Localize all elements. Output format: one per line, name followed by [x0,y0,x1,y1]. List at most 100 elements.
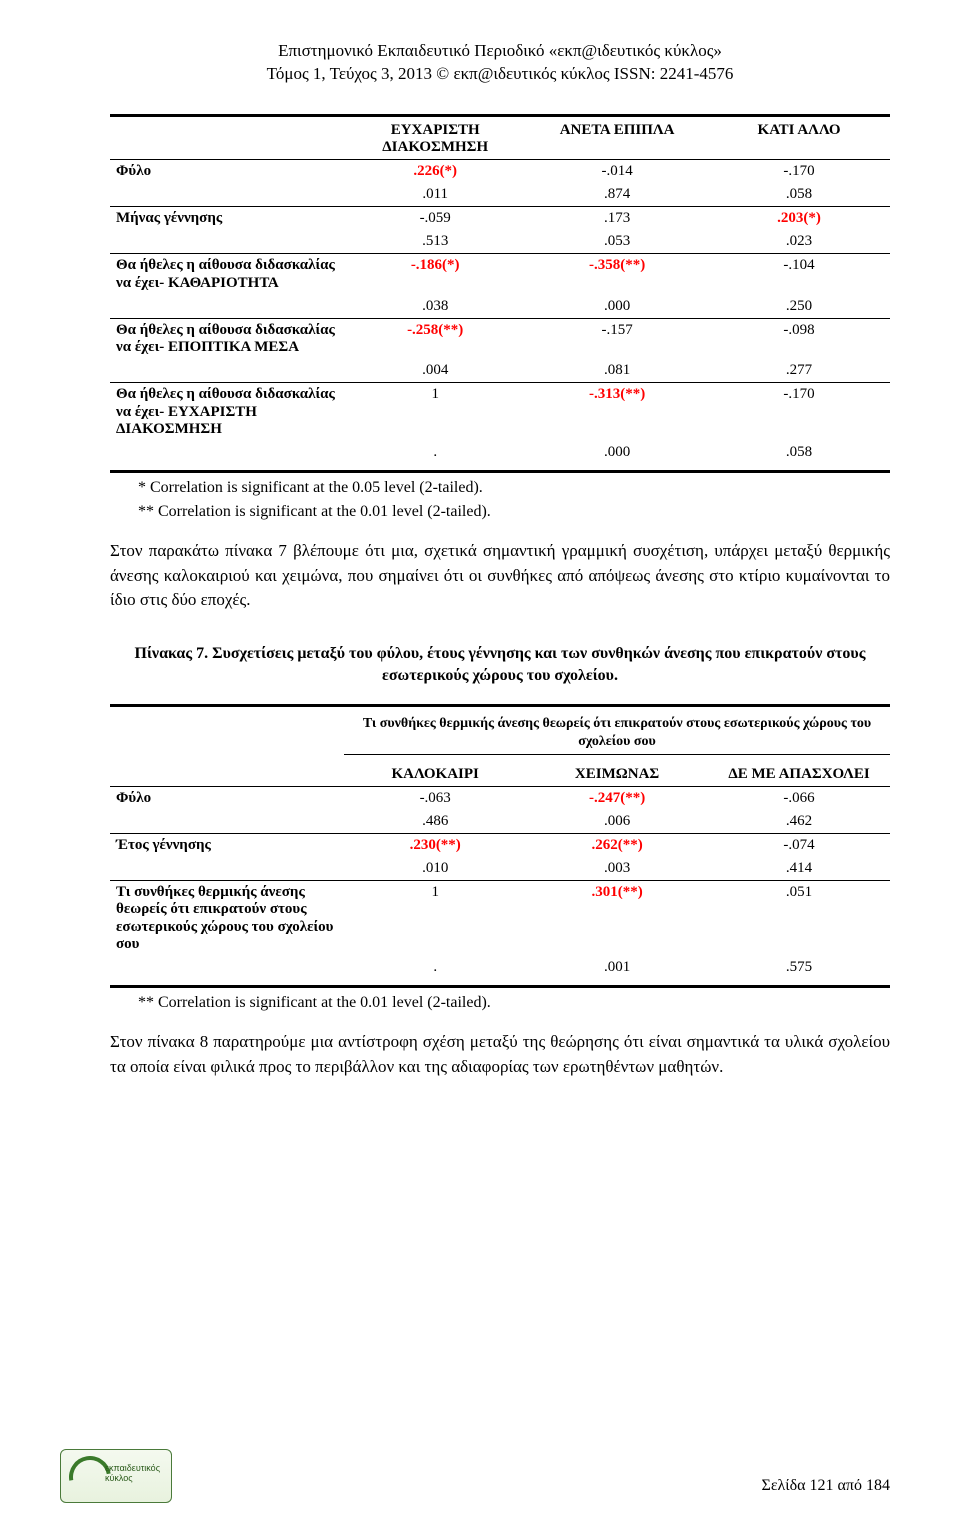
cell-value: .250 [708,295,890,319]
table-row: .010 .003 .414 [110,857,890,881]
cell-value: .004 [344,359,526,383]
table2-col3-header: ΔΕ ΜΕ ΑΠΑΣΧΟΛΕΙ [708,763,890,787]
cell-value: .414 [708,857,890,881]
row-label [110,359,344,383]
cell-value: -.258(**) [344,318,526,359]
cell-value: -.059 [344,207,526,231]
table2-top-rule [110,704,890,707]
page: Επιστημονικό Εκπαιδευτικό Περιοδικό «εκπ… [0,0,960,1525]
cell-value: .023 [708,230,890,254]
cell-value: .010 [344,857,526,881]
cell-value: .006 [526,810,708,834]
correlation-table-2: ΚΑΛΟΚΑΙΡΙ ΧΕΙΜΩΝΑΣ ΔΕ ΜΕ ΑΠΑΣΧΟΛΕΙ Φύλο … [110,763,890,980]
subcaption-rule [344,754,890,755]
page-number: Σελίδα 121 από 184 [762,1477,890,1495]
row-label: Φύλο [110,159,344,183]
cell-value: .462 [708,810,890,834]
row-label [110,956,344,979]
table2-header-row: ΚΑΛΟΚΑΙΡΙ ΧΕΙΜΩΝΑΣ ΔΕ ΜΕ ΑΠΑΣΧΟΛΕΙ [110,763,890,787]
cell-value: .226(*) [344,159,526,183]
cell-value: -.186(*) [344,254,526,295]
table-row: .486 .006 .462 [110,810,890,834]
logo-text-line1: εκπαιδευτικός [105,1463,160,1473]
table-row: Θα ήθελες η αίθουσα διδασκαλίας να έχει-… [110,254,890,295]
cell-value: 1 [344,881,526,957]
row-label: Τι συνθήκες θερμικής άνεσης θεωρείς ότι … [110,881,344,957]
cell-value: .053 [526,230,708,254]
cell-value: -.063 [344,786,526,810]
table1-bottom-rule [110,470,890,473]
table2-caption: Πίνακας 7. Συσχετίσεις μεταξύ του φύλου,… [110,643,890,686]
table-row: Φύλο -.063 -.247(**) -.066 [110,786,890,810]
cell-value: -.170 [708,159,890,183]
row-label: Μήνας γέννησης [110,207,344,231]
subcaption-text: Τι συνθήκες θερμικής άνεσης θεωρείς ότι … [363,716,871,749]
row-label [110,810,344,834]
cell-value: .001 [526,956,708,979]
row-label: Θα ήθελες η αίθουσα διδασκαλίας να έχει-… [110,318,344,359]
row-label [110,230,344,254]
cell-value: .051 [708,881,890,957]
cell-value: .038 [344,295,526,319]
table1-col1-header: ΕΥΧΑΡΙΣΤΗ ΔΙΑΚΟΣΜΗΣΗ [344,119,526,160]
journal-logo: εκπαιδευτικός κύκλος [60,1449,172,1503]
cell-value: -.014 [526,159,708,183]
footnote-sig-01: ** Correlation is significant at the 0.0… [138,503,890,521]
table-row: .011 .874 .058 [110,183,890,207]
row-label: Θα ήθελες η αίθουσα διδασκαλίας να έχει-… [110,383,344,441]
row-label [110,441,344,464]
table-row: . .001 .575 [110,956,890,979]
table2-col1-header: ΚΑΛΟΚΑΙΡΙ [344,763,526,787]
footnote-sig-01-b: ** Correlation is significant at the 0.0… [138,994,890,1012]
logo-text: εκπαιδευτικός κύκλος [105,1464,160,1484]
cell-value: . [344,441,526,464]
cell-value: .575 [708,956,890,979]
table2-subcaption: Τι συνθήκες θερμικής άνεσης θεωρείς ότι … [110,715,890,754]
table1-header-row: ΕΥΧΑΡΙΣΤΗ ΔΙΑΚΟΣΜΗΣΗ ΑΝΕΤΑ ΕΠΙΠΛΑ ΚΑΤΙ Α… [110,119,890,160]
table-row: Μήνας γέννησης -.059 .173 .203(*) [110,207,890,231]
table2-col2-header: ΧΕΙΜΩΝΑΣ [526,763,708,787]
table-row: Έτος γέννησης .230(**) .262(**) -.074 [110,833,890,857]
cell-value: .513 [344,230,526,254]
table2-empty-corner [110,763,344,787]
cell-value: . [344,956,526,979]
journal-header: Επιστημονικό Εκπαιδευτικό Περιοδικό «εκπ… [110,40,890,86]
table-row: .038 .000 .250 [110,295,890,319]
cell-value: 1 [344,383,526,441]
paragraph-1: Στον παρακάτω πίνακα 7 βλέπουμε ότι μια,… [110,539,890,613]
table-row: Τι συνθήκες θερμικής άνεσης θεωρείς ότι … [110,881,890,957]
cell-value: .262(**) [526,833,708,857]
correlation-table-1: ΕΥΧΑΡΙΣΤΗ ΔΙΑΚΟΣΜΗΣΗ ΑΝΕΤΑ ΕΠΙΠΛΑ ΚΑΤΙ Α… [110,119,890,464]
cell-value: .000 [526,295,708,319]
cell-value: -.313(**) [526,383,708,441]
cell-value: .874 [526,183,708,207]
cell-value: .011 [344,183,526,207]
cell-value: -.157 [526,318,708,359]
table-row: .004 .081 .277 [110,359,890,383]
table-row: Φύλο .226(*) -.014 -.170 [110,159,890,183]
paragraph-2: Στον πίνακα 8 παρατηρούμε μια αντίστροφη… [110,1030,890,1079]
table2-bottom-rule [110,985,890,988]
row-label [110,295,344,319]
cell-value: -.358(**) [526,254,708,295]
table-row: Θα ήθελες η αίθουσα διδασκαλίας να έχει-… [110,318,890,359]
row-label [110,857,344,881]
table1-col2-header: ΑΝΕΤΑ ΕΠΙΠΛΑ [526,119,708,160]
cell-value: -.074 [708,833,890,857]
table1-col3-header: ΚΑΤΙ ΑΛΛΟ [708,119,890,160]
row-label: Φύλο [110,786,344,810]
cell-value: -.104 [708,254,890,295]
cell-value: -.066 [708,786,890,810]
cell-value: .203(*) [708,207,890,231]
cell-value: .230(**) [344,833,526,857]
header-line-1: Επιστημονικό Εκπαιδευτικό Περιοδικό «εκπ… [110,40,890,63]
row-label [110,183,344,207]
table-row: Θα ήθελες η αίθουσα διδασκαλίας να έχει-… [110,383,890,441]
table1-top-rule [110,114,890,117]
cell-value: .000 [526,441,708,464]
table-row: .513 .053 .023 [110,230,890,254]
cell-value: -.247(**) [526,786,708,810]
header-line-2: Τόμος 1, Τεύχος 3, 2013 © εκπ@ιδευτικός … [110,63,890,86]
table-row: . .000 .058 [110,441,890,464]
logo-text-line2: κύκλος [105,1473,133,1483]
